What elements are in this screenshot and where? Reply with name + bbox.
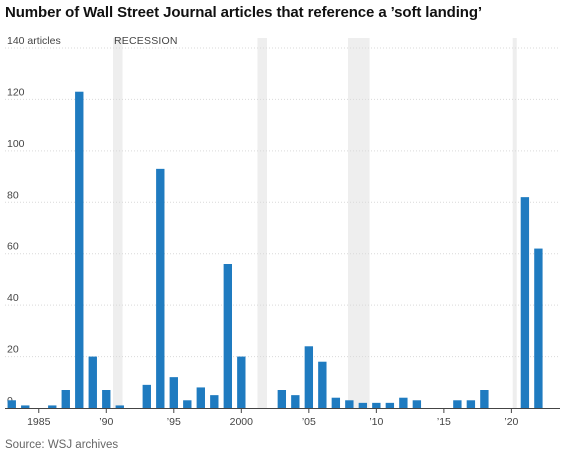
y-tick-label: 60 [7, 241, 19, 253]
bar-1987 [61, 390, 70, 408]
bar-1997 [196, 387, 205, 408]
x-tick-label: ’10 [369, 416, 383, 428]
bar-2003 [277, 390, 287, 408]
y-tick-label: 20 [7, 344, 19, 356]
bar-2013 [412, 400, 422, 408]
recession-band [512, 38, 517, 408]
x-tick-label: ’20 [504, 416, 518, 428]
bar-2021 [520, 197, 530, 408]
bar-2006 [318, 361, 327, 408]
y-tick-label: 40 [7, 292, 19, 304]
bar-1983 [7, 400, 16, 408]
bar-1998 [210, 395, 219, 408]
bar-2022 [534, 248, 543, 408]
bar-2017 [466, 400, 476, 408]
x-tick-label: 2000 [230, 416, 254, 428]
recession-band [347, 38, 370, 408]
y-tick-label: 100 [7, 138, 25, 150]
bar-1991 [115, 405, 124, 408]
bar-1990 [102, 390, 111, 408]
x-tick-label: ’95 [167, 416, 181, 428]
bar-1984 [21, 405, 30, 408]
bar-2012 [399, 397, 408, 408]
bar-2005 [304, 346, 314, 408]
bar-1986 [48, 405, 57, 408]
y-tick-label: 120 [7, 86, 25, 98]
bar-1994 [156, 168, 165, 408]
bar-1989 [88, 356, 97, 408]
bar-1988 [75, 91, 84, 408]
bar-2018 [480, 390, 489, 408]
x-tick-label: 1985 [27, 416, 51, 428]
bar-2009 [358, 402, 368, 408]
recession-band [113, 38, 123, 408]
recession-label: RECESSION [114, 35, 178, 47]
bar-1996 [183, 400, 192, 408]
bar-2000 [237, 356, 246, 408]
x-tick-label: ’90 [99, 416, 113, 428]
bar-2008 [345, 400, 354, 408]
bar-1993 [142, 384, 151, 408]
bar-2004 [291, 395, 300, 408]
bar-2016 [453, 400, 462, 408]
bar-1999 [223, 264, 232, 408]
bar-2010 [372, 402, 381, 408]
bar-1995 [169, 377, 178, 408]
x-tick-label: ’15 [437, 416, 451, 428]
source-note: Source: WSJ archives [5, 439, 119, 451]
chart-title: Number of Wall Street Journal articles t… [5, 4, 482, 21]
recession-band [257, 38, 267, 408]
y-tick-label: 80 [7, 189, 19, 201]
bar-2011 [385, 402, 395, 408]
bar-2007 [331, 397, 341, 408]
y-tick-label: 140 articles [7, 35, 61, 47]
x-tick-label: ’05 [302, 416, 316, 428]
